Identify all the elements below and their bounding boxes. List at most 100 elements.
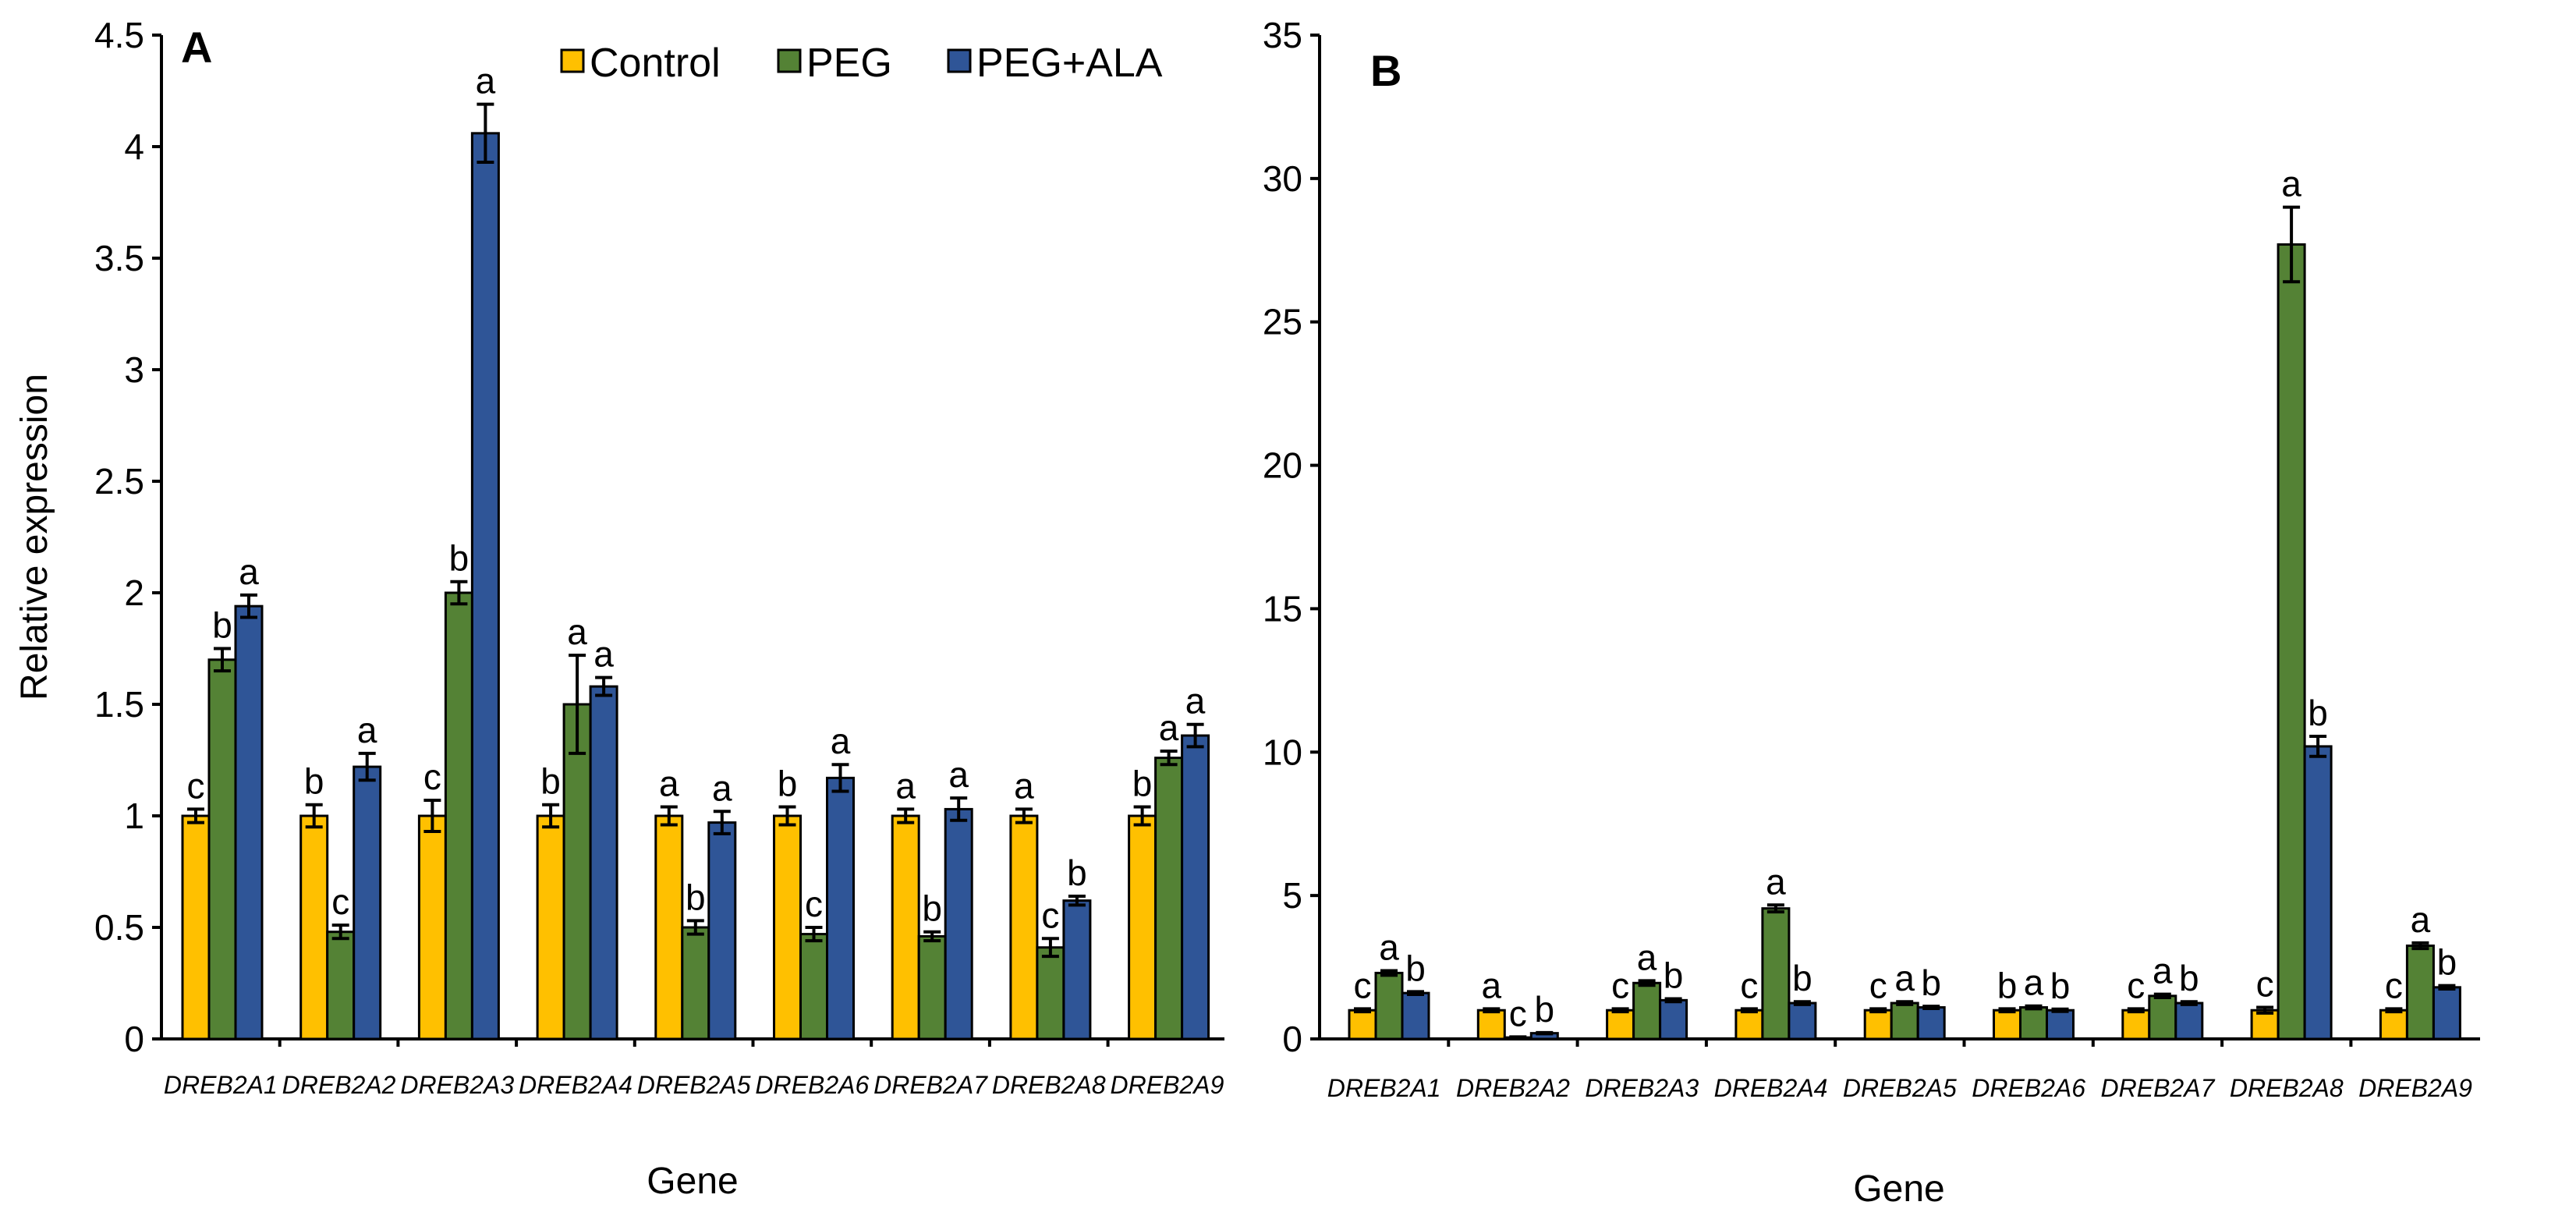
panel-a-chart: 00.511.522.533.544.5cbaDREB2A1bcaDREB2A2… [14,15,1224,1202]
significance-label: c [1354,965,1372,1005]
significance-label: a [895,765,916,806]
bar-a-peg-dreb2a1 [207,658,237,1040]
significance-label: a [831,721,851,761]
significance-label: c [1509,993,1527,1033]
legend-label-peg-ala: PEG+ALA [976,41,1163,86]
significance-label: c [2385,965,2403,1005]
significance-label: a [567,612,587,652]
significance-label: b [540,761,561,802]
panel-b-category-label: DREB2A5 [1843,1074,1957,1102]
significance-label: a [659,764,679,804]
bar-b-control-dreb2a7 [2121,1009,2151,1040]
significance-label: b [2050,966,2071,1006]
panel-b-y-tick-label: 35 [1263,15,1302,55]
significance-label: b [449,538,469,579]
panel-b-category-label: DREB2A2 [1456,1074,1570,1102]
significance-label: c [805,884,823,924]
significance-label: b [778,764,798,804]
significance-label: a [357,710,377,750]
significance-label: a [239,551,259,592]
bar-a-peg-ala-dreb2a1 [234,604,264,1040]
bar-a-peg-ala-dreb2a7 [944,807,973,1040]
significance-label: b [1405,948,1426,988]
panel-a-category-label: DREB2A5 [637,1071,751,1099]
legend-label-peg: PEG [806,41,892,86]
bar-b-control-dreb2a8 [2250,1009,2280,1040]
significance-label: a [1637,937,1657,977]
significance-label: c [187,765,205,806]
bar-b-peg-dreb2a1 [1374,971,1404,1040]
legend-swatch-peg [777,48,802,73]
panel-a-category-label: DREB2A8 [992,1071,1106,1099]
significance-label: a [1766,861,1786,902]
bar-a-control-dreb2a9 [1128,814,1157,1040]
panel-b-letter: B [1370,46,1401,95]
significance-label: b [1664,955,1684,996]
panel-b-category-label: DREB2A9 [2358,1074,2472,1102]
panel-b-y-tick-label: 30 [1263,158,1302,199]
panel-b-y-tick-label: 20 [1263,445,1302,486]
panel-a-y-axis-title: Relative expression [14,374,55,700]
significance-label: a [2024,962,2044,1003]
significance-label: b [2308,693,2328,733]
bar-b-peg-dreb2a4 [1761,907,1791,1040]
bar-a-control-dreb2a5 [654,814,684,1040]
significance-label: b [922,888,942,929]
panel-a-letter: A [181,23,212,72]
panel-b-category-label: DREB2A1 [1327,1074,1441,1102]
significance-label: c [331,881,349,922]
significance-label: b [212,605,232,646]
bar-b-peg-dreb2a5 [1890,1001,1919,1040]
panel-b-y-tick-label: 0 [1282,1019,1302,1059]
bar-b-peg-ala-dreb2a3 [1659,998,1688,1040]
significance-label: b [1921,962,1941,1003]
significance-label: a [948,754,969,795]
panel-b-category-label: DREB2A4 [1714,1074,1828,1102]
bar-b-peg-ala-dreb2a6 [2046,1009,2075,1040]
panel-a-y-tick-label: 4.5 [94,15,144,55]
bar-b-peg-ala-dreb2a4 [1788,1001,1817,1040]
panel-b-y-tick-label: 15 [1263,588,1302,629]
significance-label: a [2281,164,2301,204]
significance-label: c [1041,895,1059,935]
significance-label: a [1379,927,1399,967]
bar-a-peg-dreb2a7 [917,934,947,1040]
significance-label: a [1185,681,1206,721]
bar-b-control-dreb2a1 [1348,1009,1377,1040]
significance-label: b [1535,989,1555,1030]
panel-a-category-label: DREB2A6 [755,1071,869,1099]
panel-a-y-tick-label: 2.5 [94,461,144,502]
significance-label: a [712,767,732,808]
bar-b-peg-ala-dreb2a8 [2303,745,2333,1040]
significance-label: c [423,757,441,797]
bar-b-control-dreb2a6 [1993,1009,2021,1040]
significance-label: b [304,761,324,802]
bar-a-peg-ala-dreb2a4 [589,685,618,1040]
bar-a-control-dreb2a3 [417,814,447,1040]
panel-a-category-label: DREB2A1 [164,1071,278,1099]
panel-b-category-label: DREB2A8 [2230,1074,2344,1102]
legend-swatch-control [560,48,585,73]
bar-b-control-dreb2a2 [1476,1009,1506,1040]
significance-label: b [2437,942,2457,983]
bar-b-peg-ala-dreb2a7 [2174,1001,2204,1040]
bar-a-control-dreb2a8 [1009,814,1039,1040]
panel-a-x-axis-title: Gene [647,1161,738,1202]
bar-b-peg-ala-dreb2a5 [1916,1006,1946,1040]
panel-b-category-label: DREB2A3 [1585,1074,1699,1102]
significance-label: b [1997,965,2018,1005]
significance-label: a [1159,707,1179,748]
significance-label: c [2256,964,2274,1005]
panel-a-category-label: DREB2A4 [519,1071,632,1099]
bar-a-peg-ala-dreb2a6 [826,776,855,1040]
bar-b-control-dreb2a4 [1734,1009,1764,1040]
significance-label: c [1611,965,1629,1005]
bar-b-peg-ala-dreb2a9 [2432,986,2461,1040]
bar-a-control-dreb2a7 [891,814,920,1040]
significance-label: a [1482,965,1502,1005]
panel-a-y-tick-label: 1.5 [94,684,144,725]
significance-label: b [1792,958,1812,998]
significance-label: b [686,877,706,917]
panel-a-y-tick-label: 4 [124,126,144,167]
